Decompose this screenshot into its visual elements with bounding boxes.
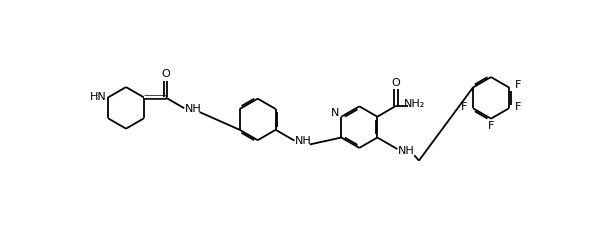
Text: HN: HN	[90, 92, 106, 102]
Text: O: O	[161, 69, 170, 79]
Text: NH₂: NH₂	[403, 99, 425, 109]
Text: O: O	[392, 78, 400, 88]
Text: F: F	[515, 102, 521, 112]
Text: NH: NH	[185, 104, 202, 114]
Text: NH: NH	[295, 136, 312, 146]
Text: N: N	[331, 108, 340, 118]
Text: NH: NH	[398, 146, 415, 156]
Text: F: F	[515, 80, 521, 90]
Text: F: F	[488, 121, 494, 131]
Text: F: F	[460, 102, 467, 112]
